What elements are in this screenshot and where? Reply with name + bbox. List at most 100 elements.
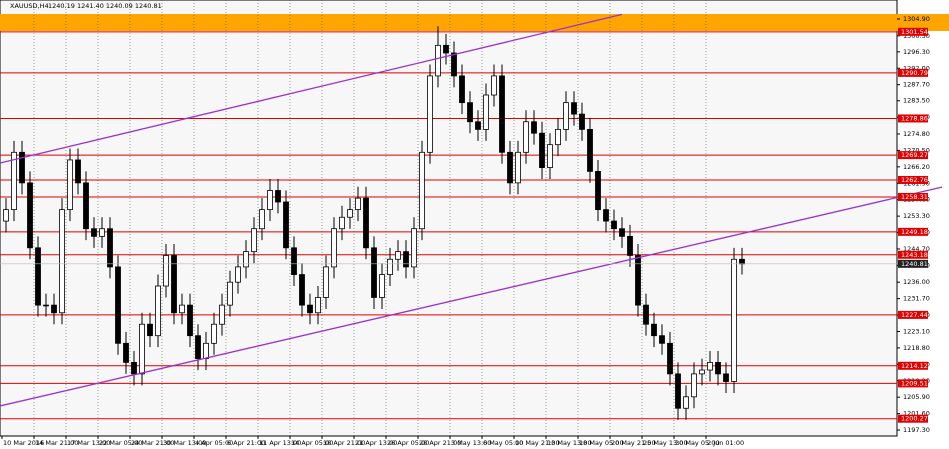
candle-body [547, 144, 553, 168]
y-tick-label: 1283.50 [903, 97, 930, 105]
y-tick-label: 1205.90 [903, 393, 930, 401]
level-label: 1258.31 [901, 193, 928, 201]
level-label: 1249.18 [901, 228, 928, 236]
candle-body [115, 266, 121, 344]
candle-body [619, 228, 625, 237]
candle-body [715, 362, 721, 375]
candle-body [683, 396, 689, 409]
candle-body [635, 255, 641, 306]
candle-body [315, 297, 321, 314]
x-tick-label: 22 Mar 05:00 [99, 439, 142, 447]
level-label-box [898, 361, 928, 370]
candle-body [283, 201, 289, 249]
candle-body [347, 209, 353, 218]
candle-body [227, 281, 233, 306]
level-label-box [898, 68, 928, 77]
candle-body [459, 75, 465, 104]
candle-body [235, 266, 241, 283]
y-tick-label: 1244.70 [903, 245, 930, 253]
candle-body [699, 369, 705, 375]
candle-body [659, 335, 665, 344]
candle-body [19, 151, 25, 184]
y-tick-label: 1266.20 [903, 163, 930, 171]
x-tick-label: 14 Apr 05:00 [291, 439, 333, 447]
y-tick-label: 1253.30 [903, 212, 930, 220]
level-label-box [898, 414, 928, 423]
candle-body [739, 258, 745, 265]
candle-body [675, 373, 681, 409]
candle-body [539, 132, 545, 168]
level-label: 1278.86 [901, 114, 928, 122]
x-tick-label: 18 Apr 21:00 [323, 439, 365, 447]
candle-body [563, 102, 569, 130]
candle-body [147, 323, 153, 337]
candle-body [451, 52, 457, 77]
candle-body [139, 323, 145, 375]
level-label-box [898, 310, 928, 319]
y-tick-label: 1296.30 [903, 48, 930, 56]
candle-body [387, 258, 393, 275]
candle-body [27, 182, 33, 249]
candle-body [731, 258, 737, 382]
candle-body [491, 75, 497, 96]
candle-body [35, 247, 41, 306]
candle-body [163, 255, 169, 287]
candle-body [251, 228, 257, 253]
y-tick-label: 1274.80 [903, 130, 930, 138]
y-tick-label: 1197.30 [903, 426, 930, 434]
candle-body [355, 197, 361, 211]
candle-body [339, 216, 345, 230]
y-tick-label: 1231.70 [903, 295, 930, 303]
candle-body [219, 304, 225, 325]
candle-body [179, 304, 185, 314]
candle-body [131, 362, 137, 375]
candle-body [267, 190, 273, 211]
candle-body [107, 228, 113, 268]
x-tick-label: 28 Apr 21:00 [419, 439, 461, 447]
y-tick-label: 1304.90 [903, 15, 930, 23]
level-label: 1227.44 [901, 311, 928, 319]
candle-body [507, 151, 513, 184]
x-tick-label: 10 Mar 2016 [3, 439, 44, 447]
trend-line [0, 13, 623, 164]
candle-body [579, 113, 585, 130]
candle-body [187, 304, 193, 337]
level-label-box [898, 379, 928, 388]
current-price-label: 1240.81 [901, 260, 928, 268]
candle-body [395, 251, 401, 260]
candle-body [291, 247, 297, 275]
candle-body [195, 335, 201, 360]
candle-body [707, 362, 713, 371]
level-label: 1301.54 [901, 28, 928, 36]
x-tick-label: 18 May 05:00 [579, 439, 624, 447]
candle-body [627, 235, 633, 256]
level-label-box [898, 114, 928, 123]
candle-body [91, 228, 97, 237]
candle-body [171, 255, 177, 314]
x-tick-label: 14 Mar 21:00 [35, 439, 78, 447]
level-label-box [898, 27, 928, 36]
candle-body [611, 220, 617, 230]
x-tick-label: 13 May 13:00 [547, 439, 592, 447]
candle-body [403, 251, 409, 268]
candle-body [3, 209, 9, 222]
candle-body [11, 151, 17, 211]
level-label: 1262.76 [901, 176, 928, 184]
ohlc-text: 1240.19 1241.40 1240.09 1240.81 [48, 2, 162, 10]
candle-body [99, 228, 105, 237]
x-tick-label: 2 Jun 01:00 [707, 439, 744, 447]
x-tick-label: 20 May 21:00 [611, 439, 656, 447]
level-label-box [898, 192, 928, 201]
x-tick-label: 30 May 05:00 [675, 439, 720, 447]
candle-body [555, 128, 561, 146]
level-label-box [898, 175, 928, 184]
candle-body [379, 274, 385, 298]
x-tick-label: 21 Apr 13:00 [355, 439, 397, 447]
candle-body [307, 304, 313, 314]
candle-body [571, 102, 577, 115]
level-label: 1269.27 [901, 151, 928, 159]
candle-body [651, 323, 657, 337]
candle-body [155, 285, 161, 337]
candle-body [595, 171, 601, 211]
